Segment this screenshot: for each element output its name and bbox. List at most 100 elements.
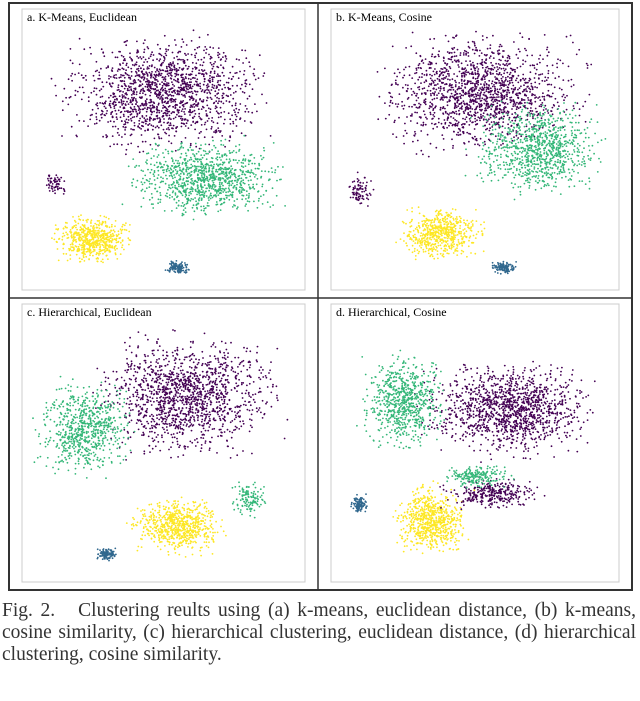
point (82, 219, 85, 222)
point (90, 225, 92, 227)
point (54, 177, 56, 180)
point (468, 140, 470, 143)
point (75, 245, 78, 248)
point (127, 97, 130, 100)
point (248, 192, 251, 195)
point (71, 79, 73, 82)
point (411, 31, 414, 34)
point (153, 170, 156, 172)
point (168, 128, 171, 131)
point (447, 78, 449, 81)
point (95, 234, 98, 236)
point (221, 154, 224, 157)
point (247, 209, 250, 212)
point (453, 107, 456, 110)
point (503, 115, 505, 118)
point (506, 71, 509, 74)
point (127, 74, 130, 77)
point (182, 60, 185, 63)
point (528, 87, 530, 90)
point (102, 52, 105, 54)
point (507, 111, 510, 113)
point (185, 180, 188, 182)
point (185, 188, 188, 191)
point (142, 79, 145, 81)
point (489, 44, 492, 46)
point (510, 87, 513, 90)
point (163, 156, 166, 159)
point (417, 78, 420, 81)
point (72, 235, 75, 238)
point (169, 122, 172, 125)
point (129, 78, 132, 80)
point (195, 181, 198, 183)
point (168, 197, 171, 199)
point (587, 158, 590, 160)
point (185, 168, 188, 171)
point (206, 96, 209, 99)
point (164, 112, 167, 115)
point (550, 95, 553, 98)
point (159, 194, 162, 197)
point (178, 86, 181, 89)
point (202, 73, 205, 76)
point (271, 171, 274, 174)
point (448, 52, 451, 55)
point (428, 66, 431, 69)
point (231, 196, 234, 199)
point (100, 48, 103, 51)
point (206, 179, 209, 182)
point (185, 102, 188, 105)
point (483, 116, 486, 118)
point (221, 181, 223, 184)
point (509, 96, 511, 99)
point (229, 190, 231, 193)
point (560, 119, 562, 121)
point (411, 115, 413, 117)
point (256, 177, 259, 180)
point (458, 103, 461, 105)
point (163, 58, 166, 60)
point (126, 73, 129, 76)
point (451, 61, 454, 63)
point (436, 83, 439, 85)
point (479, 92, 482, 95)
point (54, 192, 56, 195)
point (486, 96, 489, 99)
point (209, 161, 212, 163)
point (431, 98, 434, 101)
point (454, 104, 457, 107)
point (106, 239, 109, 241)
point (526, 86, 529, 88)
point (98, 74, 101, 77)
point (470, 87, 473, 89)
point (198, 197, 201, 199)
point (182, 209, 185, 212)
point (138, 165, 141, 167)
point (451, 78, 454, 81)
point (171, 83, 174, 86)
point (491, 64, 494, 67)
point (235, 71, 238, 74)
point (57, 259, 60, 262)
point (464, 67, 467, 69)
point (108, 82, 111, 85)
point (87, 100, 90, 103)
point (170, 118, 172, 121)
point (164, 194, 167, 197)
point (202, 149, 205, 152)
point (210, 89, 213, 91)
point (483, 78, 486, 80)
point (244, 165, 247, 168)
point (431, 122, 433, 125)
point (82, 248, 85, 251)
point (233, 200, 236, 202)
point (452, 144, 454, 147)
point (513, 116, 516, 119)
point (541, 158, 543, 161)
point (126, 100, 128, 103)
point (503, 110, 506, 113)
point (136, 55, 139, 58)
point (584, 100, 587, 103)
point (180, 93, 183, 96)
